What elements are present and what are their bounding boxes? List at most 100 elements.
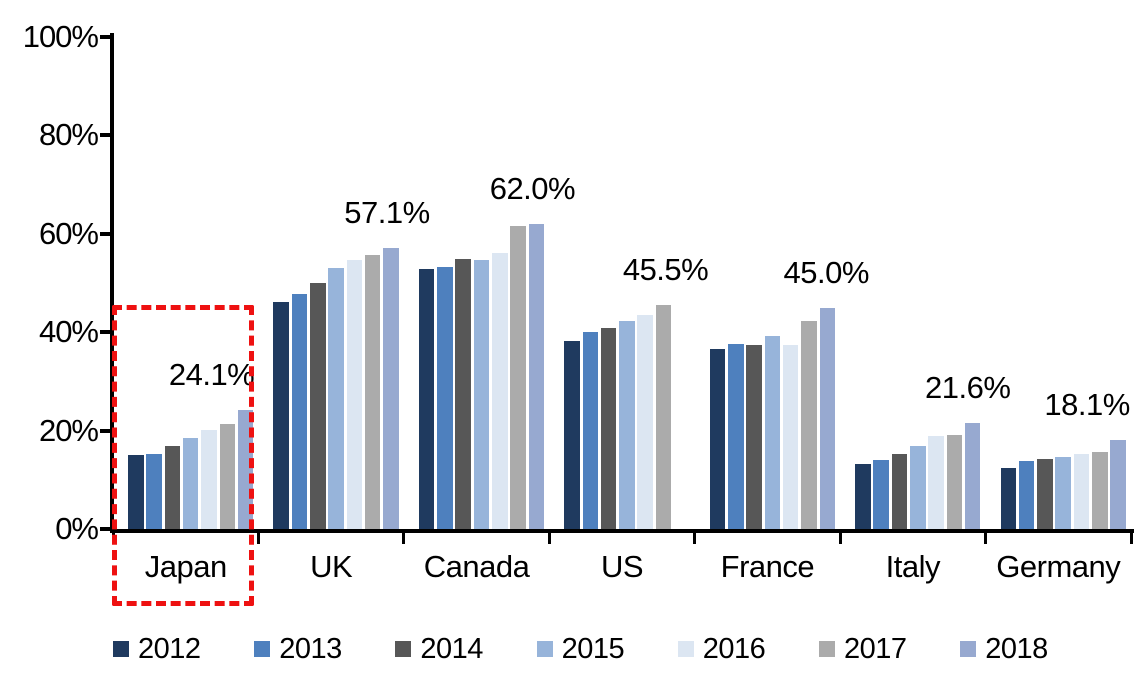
bar-2015-canada <box>473 260 490 529</box>
y-tick-label: 0% <box>55 511 99 546</box>
bar-2012-italy <box>855 463 871 529</box>
legend-label-2015: 2015 <box>561 633 625 665</box>
bar-2016-canada <box>492 253 508 529</box>
x-tick-mark <box>402 529 406 544</box>
category-label-italy: Italy <box>885 549 941 584</box>
bar-2018-canada <box>528 223 545 529</box>
bar-2018-france <box>819 307 835 529</box>
legend-swatch-2017 <box>819 641 835 657</box>
bar-2014-france <box>746 344 762 529</box>
bar-2013-japan <box>146 454 162 529</box>
bar-2015-uk <box>328 267 344 529</box>
y-tick-label: 20% <box>38 412 99 448</box>
bar-2012-canada <box>418 268 435 529</box>
bar-2016-japan <box>201 430 217 529</box>
bar-2012-germany <box>1000 467 1017 529</box>
bar-2015-france <box>764 335 781 529</box>
legend-item-2017: 2017 <box>819 632 907 666</box>
bar-2012-france <box>709 349 726 529</box>
category-label-france: France <box>720 549 815 584</box>
legend-item-2015: 2015 <box>536 632 625 666</box>
legend-label-2014: 2014 <box>420 633 483 665</box>
legend-item-2012: 2012 <box>113 632 201 666</box>
value-label-germany: 18.1% <box>1044 386 1130 422</box>
bar-2015-germany <box>1055 457 1071 529</box>
legend-label-2012: 2012 <box>138 633 201 665</box>
bar-2014-japan <box>164 445 181 529</box>
bar-2018-italy <box>964 422 981 529</box>
bar-2012-us <box>564 341 580 529</box>
category-label-japan: Japan <box>144 549 227 584</box>
bar-2017-canada <box>510 226 526 529</box>
x-tick-mark <box>547 529 551 544</box>
y-axis-line <box>110 33 114 533</box>
bar-2017-us <box>655 305 672 529</box>
y-tick-mark <box>100 35 113 39</box>
bar-2017-japan <box>219 424 235 529</box>
category-label-germany: Germany <box>996 549 1121 584</box>
legend-item-2018: 2018 <box>960 632 1048 666</box>
category-label-us: US <box>600 549 644 584</box>
legend-label-2013: 2013 <box>279 633 342 665</box>
bar-2017-uk <box>364 255 381 529</box>
legend-label-2018: 2018 <box>985 633 1048 665</box>
legend-swatch-2015 <box>536 641 553 657</box>
y-tick-mark <box>100 527 113 531</box>
category-label-uk: UK <box>310 549 353 584</box>
bar-2013-germany <box>1018 460 1035 529</box>
bar-2015-japan <box>182 438 199 529</box>
value-label-japan: 24.1% <box>168 357 255 393</box>
value-label-france: 45.0% <box>783 254 870 290</box>
x-tick-mark <box>256 529 260 544</box>
bar-2018-germany <box>1110 439 1126 529</box>
bar-2017-germany <box>1092 451 1108 529</box>
bar-2017-france <box>801 320 817 529</box>
bar-2014-us <box>600 327 617 529</box>
bar-2012-uk <box>273 301 289 529</box>
y-tick-mark <box>100 231 113 236</box>
bar-2013-canada <box>437 266 453 529</box>
value-label-italy: 21.6% <box>924 369 1011 405</box>
value-label-us: 45.5% <box>622 252 709 288</box>
bar-2016-us <box>637 315 653 529</box>
bar-2016-italy <box>928 435 944 529</box>
bar-2012-japan <box>128 455 144 529</box>
legend-label-2016: 2016 <box>702 633 766 665</box>
legend-swatch-2016 <box>677 641 694 657</box>
y-tick-mark <box>100 428 113 433</box>
value-label-canada: 62.0% <box>489 170 576 206</box>
bar-2016-france <box>782 344 799 529</box>
bar-2016-germany <box>1073 454 1090 529</box>
bar-2016-uk <box>346 260 363 529</box>
legend-label-2017: 2017 <box>844 633 907 665</box>
bar-2018-uk <box>383 248 399 529</box>
legend-item-2013: 2013 <box>254 632 342 666</box>
bar-2014-italy <box>891 453 908 529</box>
x-tick-mark <box>693 529 697 544</box>
legend-swatch-2013 <box>254 641 271 657</box>
bar-2013-uk <box>291 294 308 529</box>
x-axis-line <box>110 529 1134 533</box>
bar-2015-italy <box>910 446 926 529</box>
legend-item-2016: 2016 <box>677 632 766 666</box>
legend-swatch-2012 <box>113 641 129 657</box>
bar-2017-italy <box>946 435 963 529</box>
x-tick-mark <box>984 529 988 544</box>
y-tick-label: 80% <box>38 117 99 153</box>
legend: 2012 2013 2014 2015 2016 2017 2018 <box>0 630 1142 670</box>
y-tick-label: 100% <box>22 19 99 54</box>
bar-2015-us <box>619 321 635 529</box>
bar-2013-italy <box>873 460 889 529</box>
bar-2013-france <box>728 344 744 529</box>
x-tick-mark <box>1129 529 1133 544</box>
bar-2013-us <box>582 332 599 529</box>
y-tick-label: 40% <box>38 314 99 350</box>
japan-highlight-box <box>112 305 255 606</box>
bar-2014-germany <box>1037 459 1053 529</box>
legend-swatch-2014 <box>395 641 412 657</box>
bar-2014-uk <box>310 283 326 529</box>
value-label-uk: 57.1% <box>344 195 430 231</box>
y-tick-label: 60% <box>38 215 99 251</box>
y-tick-mark <box>100 133 113 138</box>
